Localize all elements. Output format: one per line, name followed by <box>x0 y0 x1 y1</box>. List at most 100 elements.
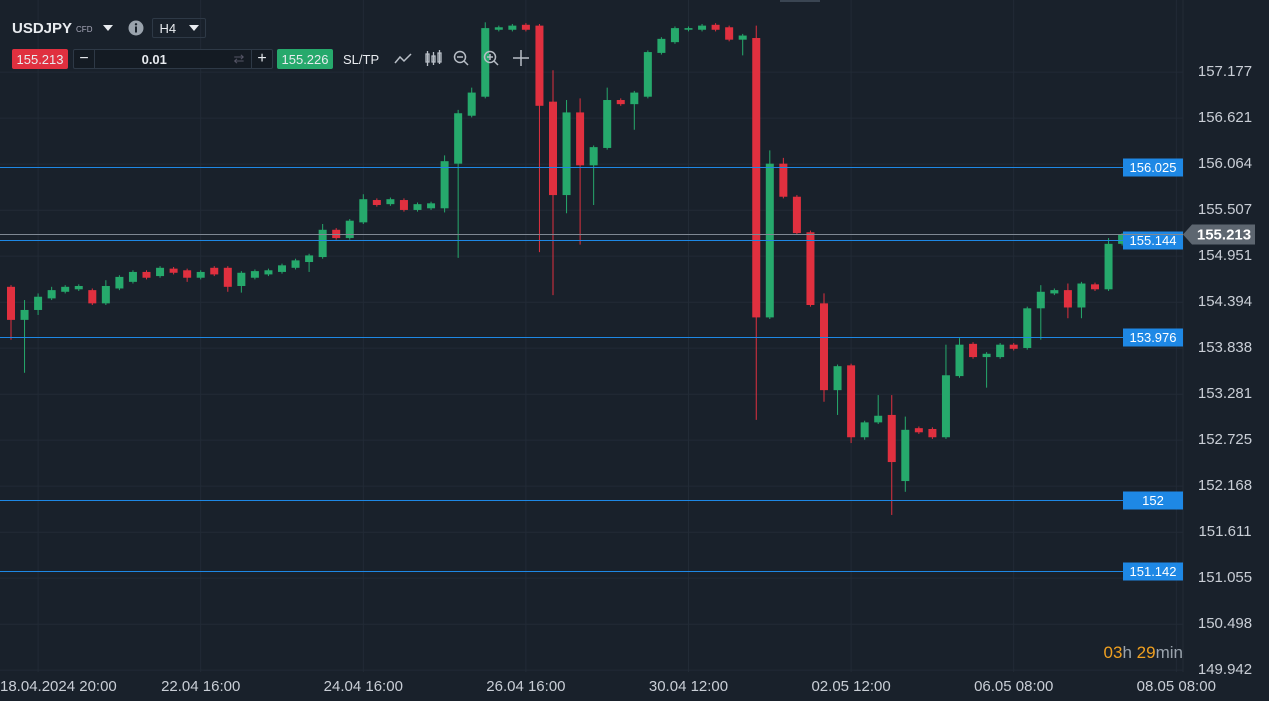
candle-body <box>1036 291 1045 309</box>
candle-body <box>779 163 788 197</box>
candle-body <box>941 375 950 438</box>
swap-icon[interactable]: ⇄ <box>233 51 245 66</box>
level-label: 151.142 <box>1130 564 1177 579</box>
current-price-label: 155.213 <box>1197 226 1251 243</box>
candle-body <box>345 220 354 239</box>
y-tick-label: 150.498 <box>1198 615 1252 632</box>
candle-body <box>305 255 314 263</box>
y-tick-label: 154.394 <box>1198 293 1252 310</box>
candle-body <box>332 229 341 239</box>
candle-body <box>223 267 232 287</box>
candle-body <box>467 92 476 116</box>
candle-body <box>657 38 666 53</box>
candle-body <box>427 203 436 209</box>
level-label-box <box>1123 158 1183 177</box>
candle-body <box>521 24 530 30</box>
dropdown-icon <box>189 25 200 31</box>
candle-body <box>372 200 381 205</box>
candle-body <box>291 260 300 268</box>
x-tick-label: 30.04 12:00 <box>649 678 728 695</box>
candle-body <box>508 25 517 30</box>
candle-body <box>196 271 205 278</box>
chart-tools[interactable] <box>393 49 543 69</box>
candle-body <box>359 199 368 223</box>
candle-body <box>47 290 56 299</box>
level-label: 156.025 <box>1130 160 1177 175</box>
sltp-button[interactable]: SL/TP <box>343 51 380 67</box>
increase-button[interactable]: + <box>251 50 272 68</box>
x-tick-label: 22.04 16:00 <box>161 678 240 695</box>
candle-body <box>128 271 137 282</box>
candle-body <box>399 200 408 210</box>
level-label: 153.976 <box>1130 330 1177 345</box>
y-tick-label: 152.725 <box>1198 431 1252 448</box>
candle-body <box>20 309 29 320</box>
candle-body <box>74 285 83 290</box>
candle-body <box>142 271 151 278</box>
x-tick-label: 24.04 16:00 <box>324 678 403 695</box>
candle-body <box>318 229 327 258</box>
x-tick-label: 08.05 08:00 <box>1137 678 1216 695</box>
y-tick-label: 153.838 <box>1198 339 1252 356</box>
y-tick-label: 156.621 <box>1198 109 1252 126</box>
candle-body <box>34 296 43 310</box>
level-label-box <box>1123 231 1183 250</box>
candle-body <box>616 100 625 105</box>
symbol[interactable]: USDJPY <box>12 19 73 37</box>
countdown-hours-unit: h <box>1122 643 1132 662</box>
candle-body <box>101 285 110 304</box>
candle-body <box>7 286 15 320</box>
candle-body <box>928 428 937 438</box>
candle-body <box>725 27 734 40</box>
y-tick-label: 153.281 <box>1198 385 1252 402</box>
candle-body <box>711 24 720 30</box>
candle-body <box>806 232 815 306</box>
dropdown-icon[interactable] <box>102 23 114 33</box>
x-tick-label: 18.04.2024 20:00 <box>0 678 117 695</box>
candle-body <box>1009 344 1018 349</box>
candle-body <box>535 25 544 106</box>
candle-body <box>494 27 503 30</box>
timeframe-select[interactable]: H4 <box>152 18 207 38</box>
candle-body <box>914 428 923 433</box>
y-tick-label: 152.168 <box>1198 477 1252 494</box>
bid-price[interactable]: 155.213 <box>12 49 68 69</box>
candle-countdown: 03h 29min <box>1104 643 1183 663</box>
candle-body <box>454 113 463 164</box>
y-tick-label: 156.064 <box>1198 155 1252 172</box>
x-tick-label: 02.05 12:00 <box>811 678 890 695</box>
candle-body <box>752 38 761 318</box>
candle-body <box>250 271 259 278</box>
ask-price[interactable]: 155.226 <box>277 49 333 69</box>
candle-body <box>969 343 978 358</box>
lot-size: 0.01 <box>141 51 167 67</box>
x-tick-label: 26.04 16:00 <box>486 678 565 695</box>
candle-body <box>792 196 801 234</box>
info-icon[interactable] <box>128 20 144 36</box>
candle-body <box>183 270 192 278</box>
y-tick-label: 157.177 <box>1198 63 1252 80</box>
x-tick-label: 06.05 08:00 <box>974 678 1053 695</box>
candle-body <box>820 303 828 391</box>
candle-body <box>115 276 124 289</box>
lot-input[interactable]: − 0.01 ⇄ + <box>73 49 273 69</box>
y-tick-label: 151.055 <box>1198 569 1252 586</box>
candle-body <box>589 147 598 166</box>
countdown-hours: 03 <box>1103 643 1123 662</box>
candle-body <box>1063 290 1072 308</box>
candle-body <box>576 112 585 166</box>
candle-body <box>630 92 639 105</box>
candle-body <box>278 265 286 272</box>
decrease-button[interactable]: − <box>74 50 95 68</box>
top-bar <box>780 0 820 2</box>
candle-body <box>860 422 869 438</box>
candle-body <box>738 35 747 40</box>
level-label: 155.144 <box>1130 233 1177 248</box>
candle-body <box>847 365 856 438</box>
candle-body <box>1104 243 1113 290</box>
candle-body <box>833 366 842 391</box>
candle-body <box>996 344 1005 358</box>
candle-body <box>901 429 910 482</box>
